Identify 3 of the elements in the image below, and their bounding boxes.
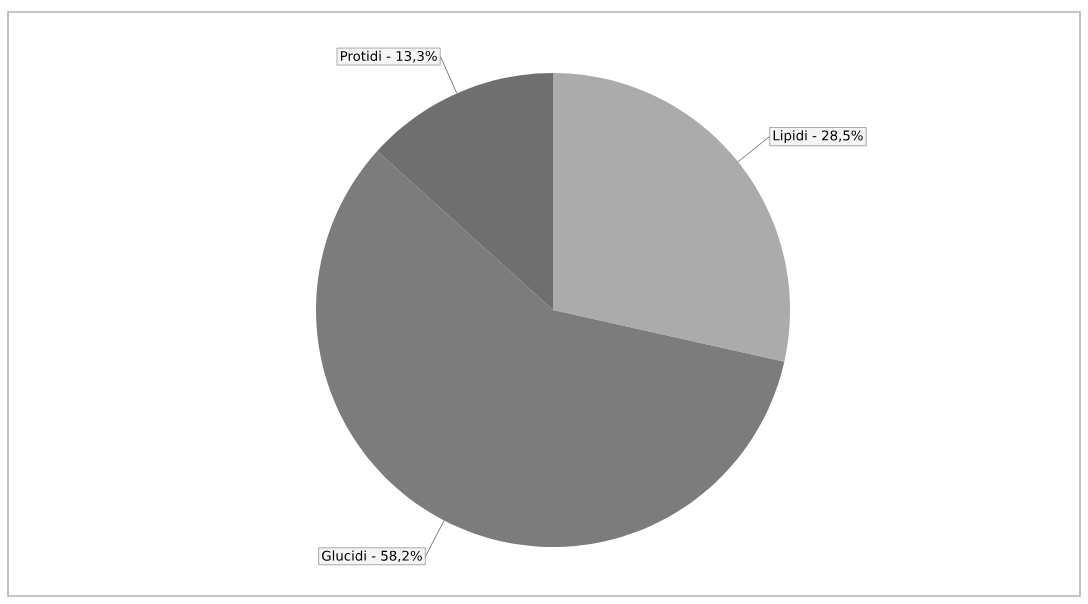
slice-label: Glucidi - 58,2% — [322, 550, 422, 563]
slice-label: Lipidi - 28,5% — [773, 130, 863, 144]
slice-label: Protidi - 13,3% — [340, 50, 437, 63]
